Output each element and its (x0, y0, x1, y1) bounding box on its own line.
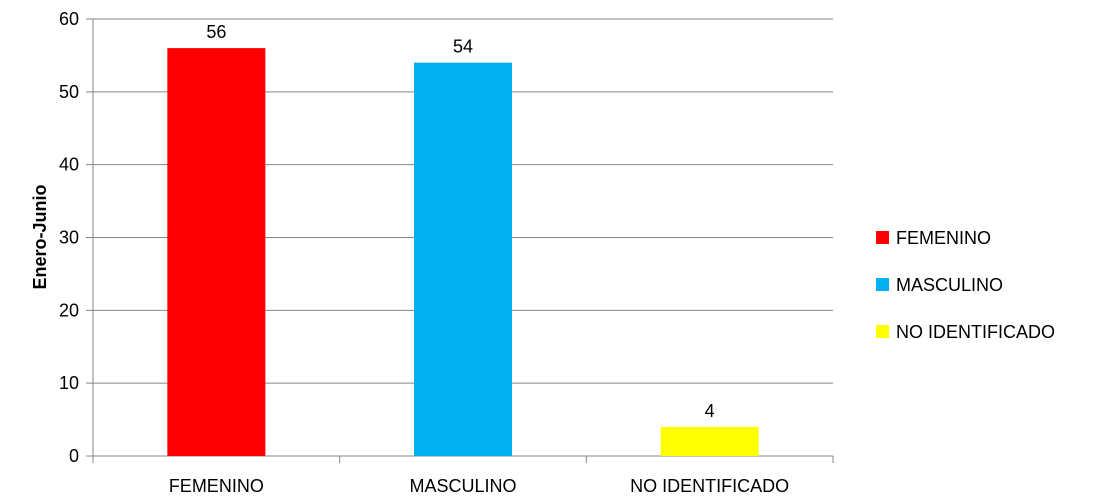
y-axis-ticks: 0 10 20 30 40 50 60 (59, 9, 79, 466)
y-axis-title: Enero-Junio (30, 184, 50, 289)
x-category-label: FEMENINO (169, 476, 264, 496)
y-tick-label: 60 (59, 9, 79, 29)
legend-label: FEMENINO (896, 228, 991, 248)
y-tick-label: 0 (69, 446, 79, 466)
y-tick-label: 50 (59, 82, 79, 102)
data-label: 54 (453, 37, 473, 57)
legend-swatch (876, 325, 889, 338)
bar-no-identificado (660, 426, 759, 456)
legend: FEMENINO MASCULINO NO IDENTIFICADO (876, 228, 1055, 342)
bar-femenino (167, 48, 266, 457)
y-tick-label: 40 (59, 155, 79, 175)
legend-label: MASCULINO (896, 275, 1003, 295)
data-label: 4 (705, 401, 715, 421)
y-tick-label: 30 (59, 228, 79, 248)
x-category-label: NO IDENTIFICADO (630, 476, 789, 496)
bars (167, 48, 759, 457)
y-tick-label: 10 (59, 373, 79, 393)
data-labels: 56 54 4 (206, 22, 714, 421)
x-axis-categories: FEMENINO MASCULINO NO IDENTIFICADO (169, 476, 789, 496)
data-label: 56 (206, 22, 226, 42)
bar-masculino (414, 62, 512, 456)
x-category-label: MASCULINO (409, 476, 516, 496)
legend-label: NO IDENTIFICADO (896, 322, 1055, 342)
legend-swatch (876, 278, 889, 291)
legend-swatch (876, 231, 889, 244)
y-tick-label: 20 (59, 300, 79, 320)
